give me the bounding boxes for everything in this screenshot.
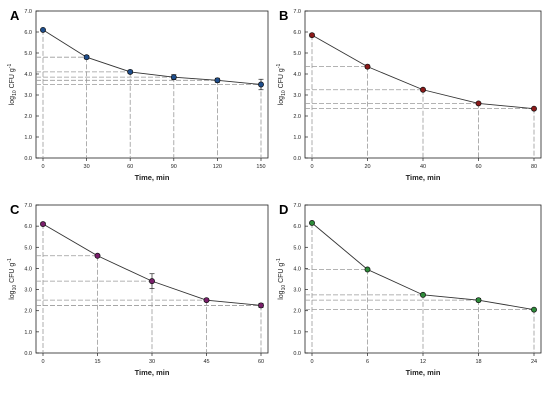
data-point (258, 302, 264, 309)
x-axis-label: Time, min (135, 173, 170, 182)
data-point (83, 54, 90, 61)
data-point (40, 221, 46, 227)
y-tick-label: 4.0 (293, 72, 301, 78)
x-tick-label: 150 (256, 164, 265, 170)
x-tick-label: 6 (366, 359, 369, 365)
chart-panel-d: D 0.0 1.0 2.0 3.0 4.0 5.0 6.0 7.0 0 6 12 18 24 Time, m… (276, 202, 542, 377)
chart-panel-b: B 0.0 1.0 2.0 3.0 4.0 5.0 6.0 7.0 0 20 40 60 80 Time, … (276, 8, 542, 182)
y-tick-label: 0.0 (24, 351, 32, 357)
x-tick-label: 80 (531, 164, 537, 170)
chart-panel-a: A 0.0 1.0 2.0 3.0 4.0 5.0 6.0 7.0 0 30 60 90 120 150 Ti… (7, 8, 269, 182)
panel-label: C (10, 202, 20, 217)
x-axis-label: Time, min (135, 368, 170, 377)
y-tick-label: 7.0 (24, 203, 32, 209)
data-point (214, 77, 221, 84)
y-tick-label: 3.0 (24, 93, 32, 99)
y-tick-label: 0.0 (24, 156, 32, 162)
panel-label: A (10, 8, 20, 23)
y-axis-label: log10 CFU g-1 (276, 64, 287, 106)
panel-label: D (279, 202, 288, 217)
x-tick-label: 24 (531, 359, 537, 365)
x-tick-label: 0 (41, 359, 44, 365)
x-tick-label: 90 (171, 164, 177, 170)
y-axis-label: log10 CFU g-1 (7, 258, 18, 300)
data-point (364, 63, 371, 70)
y-tick-label: 2.0 (293, 114, 301, 120)
x-tick-label: 30 (84, 164, 90, 170)
x-axis-label: Time, min (406, 368, 441, 377)
panel-label: B (279, 8, 288, 23)
x-tick-label: 30 (149, 359, 155, 365)
y-tick-label: 7.0 (293, 203, 301, 209)
x-tick-label: 18 (475, 359, 481, 365)
chart-panel-c: C 0.0 1.0 2.0 3.0 4.0 5.0 6.0 7.0 0 15 30 45 60 Time, … (7, 202, 269, 377)
data-point (40, 26, 46, 33)
y-tick-label: 7.0 (293, 9, 301, 15)
data-point (309, 32, 315, 39)
data-point (170, 74, 177, 81)
data-point (475, 100, 482, 107)
data-point (127, 68, 134, 75)
y-tick-label: 1.0 (293, 330, 301, 336)
y-tick-label: 7.0 (24, 9, 32, 15)
x-tick-label: 20 (364, 164, 370, 170)
y-tick-label: 3.0 (24, 288, 32, 294)
y-axis-label: log10 CFU g-1 (276, 258, 287, 300)
y-tick-label: 2.0 (24, 114, 32, 120)
x-tick-label: 0 (310, 359, 313, 365)
x-axis-label: Time, min (406, 173, 441, 182)
data-point (258, 81, 264, 88)
series-line (42, 29, 262, 85)
y-tick-label: 6.0 (24, 224, 32, 230)
y-tick-label: 5.0 (24, 51, 32, 57)
x-tick-label: 15 (94, 359, 100, 365)
y-tick-label: 5.0 (24, 245, 32, 251)
x-tick-label: 0 (41, 164, 44, 170)
x-tick-label: 12 (420, 359, 426, 365)
data-point (149, 278, 155, 285)
y-tick-label: 0.0 (293, 351, 301, 357)
y-tick-label: 2.0 (24, 309, 32, 315)
x-tick-label: 0 (310, 164, 313, 170)
x-tick-label: 120 (213, 164, 222, 170)
y-axis-label: log10 CFU g-1 (7, 64, 18, 106)
x-tick-label: 60 (127, 164, 133, 170)
y-tick-label: 6.0 (293, 30, 301, 36)
data-point (94, 252, 101, 259)
data-point (309, 220, 315, 226)
data-point (203, 297, 210, 304)
y-tick-label: 5.0 (293, 245, 301, 251)
y-tick-label: 3.0 (293, 288, 301, 294)
y-tick-label: 1.0 (24, 330, 32, 336)
data-point (531, 105, 537, 112)
x-tick-label: 45 (203, 359, 209, 365)
y-tick-label: 6.0 (293, 224, 301, 230)
series-line (42, 223, 262, 306)
y-tick-label: 1.0 (24, 135, 32, 141)
x-tick-label: 60 (258, 359, 264, 365)
y-tick-label: 6.0 (24, 30, 32, 36)
x-tick-label: 40 (420, 164, 426, 170)
data-point (420, 291, 426, 298)
y-tick-label: 4.0 (293, 266, 301, 272)
y-tick-label: 1.0 (293, 135, 301, 141)
y-tick-label: 4.0 (24, 72, 32, 78)
y-tick-label: 2.0 (293, 309, 301, 315)
y-tick-label: 4.0 (24, 266, 32, 272)
y-tick-label: 3.0 (293, 93, 301, 99)
data-point (531, 306, 537, 313)
y-tick-label: 5.0 (293, 51, 301, 57)
data-point (364, 266, 371, 273)
data-point (475, 297, 482, 304)
y-tick-label: 0.0 (293, 156, 301, 162)
x-tick-label: 60 (475, 164, 481, 170)
data-point (420, 86, 426, 93)
